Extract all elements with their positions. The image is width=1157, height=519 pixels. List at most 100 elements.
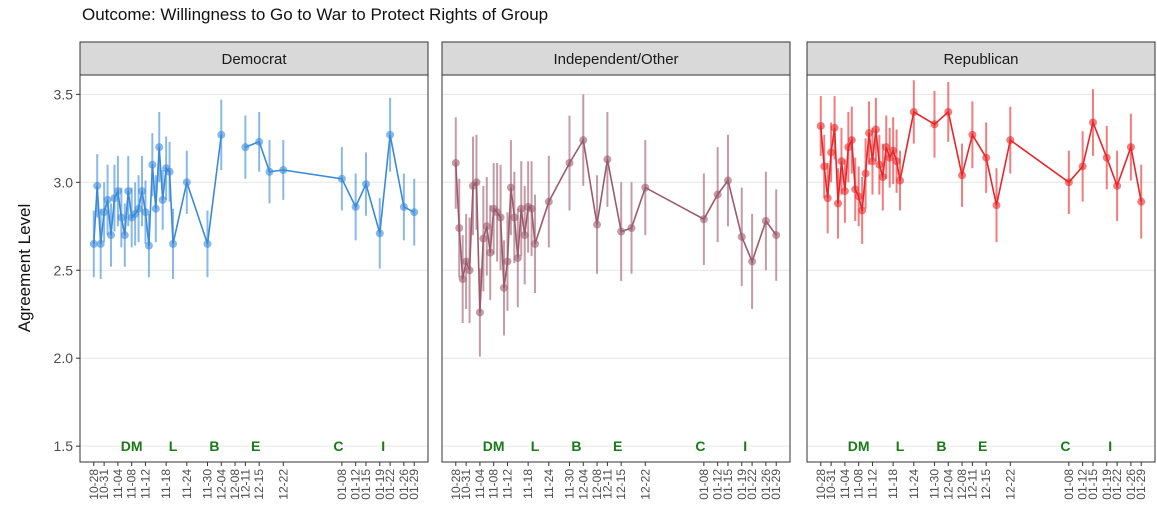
data-point	[875, 160, 884, 169]
y-tick-label: 2.0	[54, 350, 74, 366]
x-tick-label: 01-26	[397, 469, 411, 500]
x-tick-label: 12-04	[941, 469, 955, 500]
data-point	[124, 187, 133, 196]
data-point	[847, 136, 856, 145]
data-point	[479, 234, 488, 243]
data-point	[1064, 178, 1073, 187]
data-point	[820, 162, 829, 171]
x-tick-label: 01-12	[1076, 469, 1090, 500]
x-tick-label: 01-19	[373, 469, 387, 500]
data-point	[520, 231, 529, 240]
x-tick-label: 12-08	[955, 469, 969, 500]
data-point	[527, 204, 536, 213]
data-point	[982, 153, 991, 162]
data-point	[858, 206, 867, 215]
data-point	[113, 187, 122, 196]
data-point	[1126, 143, 1135, 152]
data-point	[861, 169, 870, 178]
data-point	[399, 202, 408, 211]
data-point	[455, 224, 464, 233]
data-point	[465, 266, 474, 275]
y-tick-label: 3.0	[54, 174, 74, 190]
data-point	[155, 143, 164, 152]
data-point	[138, 187, 147, 196]
event-annotation: I	[381, 438, 385, 454]
x-tick-label: 01-22	[1110, 469, 1124, 500]
data-point	[851, 185, 860, 194]
x-tick-label: 11-24	[907, 469, 921, 499]
event-annotation: C	[1060, 438, 1070, 454]
event-annotation: L	[169, 438, 178, 454]
x-tick-label: 01-26	[759, 469, 773, 500]
x-tick-label: 01-08	[335, 469, 349, 500]
data-point	[603, 155, 612, 164]
data-point	[723, 176, 732, 185]
data-point	[713, 190, 722, 199]
x-tick-label: 11-24	[180, 469, 194, 499]
x-tick-label: 01-26	[1124, 469, 1138, 500]
event-annotation: I	[1108, 438, 1112, 454]
data-point	[496, 213, 505, 222]
data-point	[506, 183, 515, 192]
event-annotation: E	[613, 438, 622, 454]
x-tick-label: 01-22	[383, 469, 397, 500]
event-annotation: E	[978, 438, 987, 454]
x-tick-label: 11-04	[111, 469, 125, 499]
event-annotation: B	[936, 438, 946, 454]
x-tick-label: 10-31	[824, 469, 838, 500]
data-point	[878, 173, 887, 182]
data-point	[737, 232, 746, 241]
data-point	[158, 195, 167, 204]
data-point	[772, 231, 781, 240]
panel-border	[806, 74, 1156, 463]
data-point	[203, 239, 212, 248]
data-point	[93, 181, 102, 190]
data-point	[593, 220, 602, 229]
x-tick-label: 12-11	[600, 469, 614, 499]
facet-strip	[441, 41, 791, 76]
data-point	[458, 275, 467, 284]
x-tick-label: 11-30	[200, 469, 214, 499]
facet-label: Republican	[943, 51, 1018, 68]
data-point	[834, 199, 843, 208]
facet-label: Democrat	[221, 51, 287, 68]
x-tick-label: 01-29	[407, 469, 421, 500]
y-tick-label: 3.5	[54, 86, 74, 102]
data-point	[565, 158, 574, 167]
data-point	[337, 174, 346, 183]
data-point	[930, 120, 939, 129]
data-point	[110, 194, 119, 203]
x-tick-label: 01-29	[1134, 469, 1148, 500]
data-point	[844, 143, 853, 152]
data-point	[748, 257, 757, 266]
x-tick-label: 10-31	[97, 469, 111, 500]
data-point	[871, 125, 880, 134]
data-point	[892, 157, 901, 166]
data-point	[641, 183, 650, 192]
event-annotation: I	[743, 438, 747, 454]
data-point	[531, 239, 540, 248]
facet-strip	[79, 41, 429, 76]
event-annotation: B	[209, 438, 219, 454]
data-point	[103, 195, 112, 204]
data-point	[517, 204, 526, 213]
data-point	[544, 197, 553, 206]
x-tick-label: 12-08	[590, 469, 604, 500]
x-tick-label: 11-12	[138, 469, 152, 499]
data-point	[500, 283, 509, 292]
x-tick-label: 11-24	[542, 469, 556, 499]
data-point	[255, 137, 264, 146]
event-annotation: C	[695, 438, 705, 454]
data-point	[165, 167, 174, 176]
data-point	[1102, 153, 1111, 162]
data-point	[144, 241, 153, 250]
x-tick-label: 10-28	[87, 469, 101, 500]
data-point	[958, 171, 967, 180]
event-annotation: DM	[121, 438, 143, 454]
x-tick-label: 12-15	[252, 469, 266, 500]
x-tick-label: 11-12	[865, 469, 879, 499]
x-tick-label: 11-04	[838, 469, 852, 499]
y-tick-label: 1.5	[54, 438, 74, 454]
x-tick-label: 11-30	[927, 469, 941, 499]
data-point	[827, 148, 836, 157]
